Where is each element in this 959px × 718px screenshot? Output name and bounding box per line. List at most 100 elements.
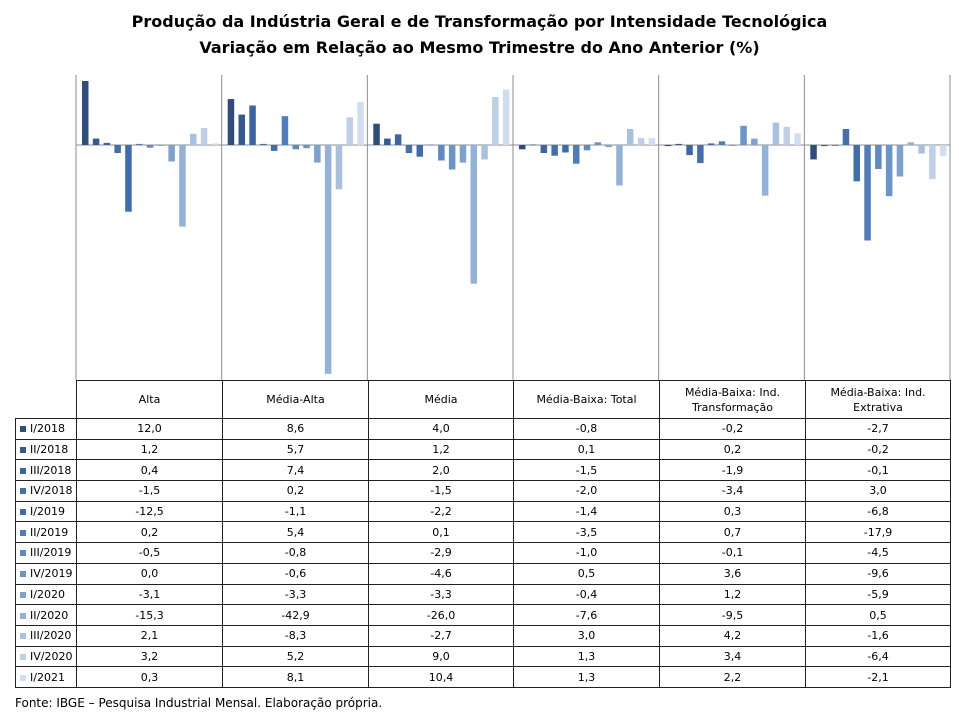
table-cell: 9,0 (368, 645, 514, 668)
bar (190, 133, 197, 145)
table-cell: 1,2 (368, 438, 514, 461)
table-row: I/2018 12,0 8,6 4,0 -0,8 -0,2 -2,7 (15, 418, 951, 440)
table-row: II/2020 -15,3 -42,9 -26,0 -7,6 -9,5 0,5 (15, 604, 951, 626)
table-cell: -3,1 (76, 583, 223, 606)
table-row: II/2019 0,2 5,4 0,1 -3,5 0,7 -17,9 (15, 521, 951, 544)
legend-swatch (20, 674, 26, 681)
table-cell: -3,3 (222, 583, 369, 606)
bar (907, 142, 914, 145)
table-cell: 0,2 (659, 438, 806, 461)
table-cell: 0,0 (76, 562, 223, 585)
table-cell: -2,9 (368, 542, 514, 564)
bar (146, 145, 154, 148)
legend-swatch (20, 633, 26, 640)
legend-label: II/2020 (30, 608, 69, 622)
chart-subtitle: Variação em Relação ao Mesmo Trimestre d… (199, 38, 760, 57)
bar (864, 145, 871, 241)
table-cell: -0,8 (222, 542, 369, 564)
table-cell: -2,0 (513, 480, 660, 502)
table-cell: -2,7 (805, 418, 951, 440)
bar (114, 145, 121, 153)
legend-label: II/2018 (30, 443, 69, 457)
table-cell: -0,1 (805, 459, 951, 482)
row-label: IV/2020 (15, 645, 77, 668)
table-corner (16, 381, 77, 419)
legend-label: IV/2019 (30, 567, 73, 581)
table-cell: 0,3 (76, 666, 223, 688)
table-cell: 3,0 (513, 624, 660, 647)
bar (200, 127, 208, 145)
table-cell: 0,1 (513, 438, 660, 461)
bar (373, 123, 380, 145)
table-cell: 0,1 (368, 521, 514, 544)
bar (853, 145, 860, 182)
bar (896, 145, 904, 177)
table-row: I/2020 -3,1 -3,3 -3,3 -0,4 1,2 -5,9 (15, 583, 951, 606)
table-row: I/2021 0,3 8,1 10,4 1,3 2,2 -2,1 (15, 666, 951, 688)
bar (794, 133, 801, 145)
row-label: II/2020 (15, 604, 77, 626)
bar (583, 145, 591, 151)
row-label: IV/2019 (15, 562, 77, 585)
legend-label: I/2018 (30, 422, 65, 436)
legend-swatch (20, 447, 26, 454)
table-cell: 1,3 (513, 666, 660, 688)
bar (260, 143, 267, 145)
table-cell: 5,4 (222, 521, 369, 544)
table-cell: -0,2 (659, 418, 806, 440)
bar (594, 142, 602, 145)
table-cell: -42,9 (222, 604, 369, 626)
table-cell: -2,7 (368, 624, 514, 647)
row-label: III/2019 (15, 542, 77, 564)
table-row: II/2018 1,2 5,7 1,2 0,1 0,2 -0,2 (15, 438, 951, 461)
table-row: I/2019 -12,5 -1,1 -2,2 -1,4 0,3 -6,8 (15, 500, 951, 523)
legend-label: III/2019 (30, 546, 72, 560)
table-cell: -2,1 (805, 666, 951, 688)
bar (448, 145, 456, 170)
legend-label: III/2020 (30, 629, 72, 643)
legend-label: III/2018 (30, 463, 72, 477)
bar (481, 145, 488, 160)
table-cell: 4,0 (368, 418, 514, 440)
bar (573, 145, 580, 164)
table-cell: 0,5 (513, 562, 660, 585)
table-cell: -1,5 (368, 480, 514, 502)
bar (324, 145, 332, 374)
table-cell: 0,2 (76, 521, 223, 544)
bar (249, 105, 256, 145)
bar (405, 145, 413, 153)
table-cell: 8,1 (222, 666, 369, 688)
bar (551, 145, 558, 156)
legend-label: I/2019 (30, 505, 65, 519)
table-row: III/2020 2,1 -8,3 -2,7 3,0 4,2 -1,6 (15, 624, 951, 647)
bar (605, 145, 612, 148)
table-cell: 2,1 (76, 624, 223, 647)
column-header: Média-Alta (222, 380, 369, 419)
table-cell: 3,2 (76, 645, 223, 668)
row-label: III/2018 (15, 459, 77, 482)
bar (416, 145, 423, 157)
table-row: IV/2018 -1,5 0,2 -1,5 -2,0 -3,4 3,0 (15, 480, 951, 502)
table-cell: -3,4 (659, 480, 806, 502)
table-cell: 5,2 (222, 645, 369, 668)
table-cell: 10,4 (368, 666, 514, 688)
table-row: III/2019 -0,5 -0,8 -2,9 -1,0 -0,1 -4,5 (15, 542, 951, 564)
bar (303, 145, 310, 149)
legend-label: II/2019 (30, 525, 69, 539)
bar (357, 101, 364, 145)
bar (729, 145, 736, 146)
bar (335, 145, 343, 190)
bar (664, 145, 672, 147)
legend-swatch (20, 653, 26, 660)
legend-label: IV/2020 (30, 649, 73, 663)
bar (637, 138, 645, 145)
bar (831, 145, 839, 146)
bar (502, 89, 510, 145)
bar (697, 145, 704, 164)
bar (562, 145, 569, 153)
table-cell: 2,0 (368, 459, 514, 482)
table-cell: -1,6 (805, 624, 951, 647)
bar (211, 143, 219, 145)
data-table: Alta Média-Alta Média Média-Baixa: Total Méd… (15, 380, 951, 688)
table-cell: 0,7 (659, 521, 806, 544)
